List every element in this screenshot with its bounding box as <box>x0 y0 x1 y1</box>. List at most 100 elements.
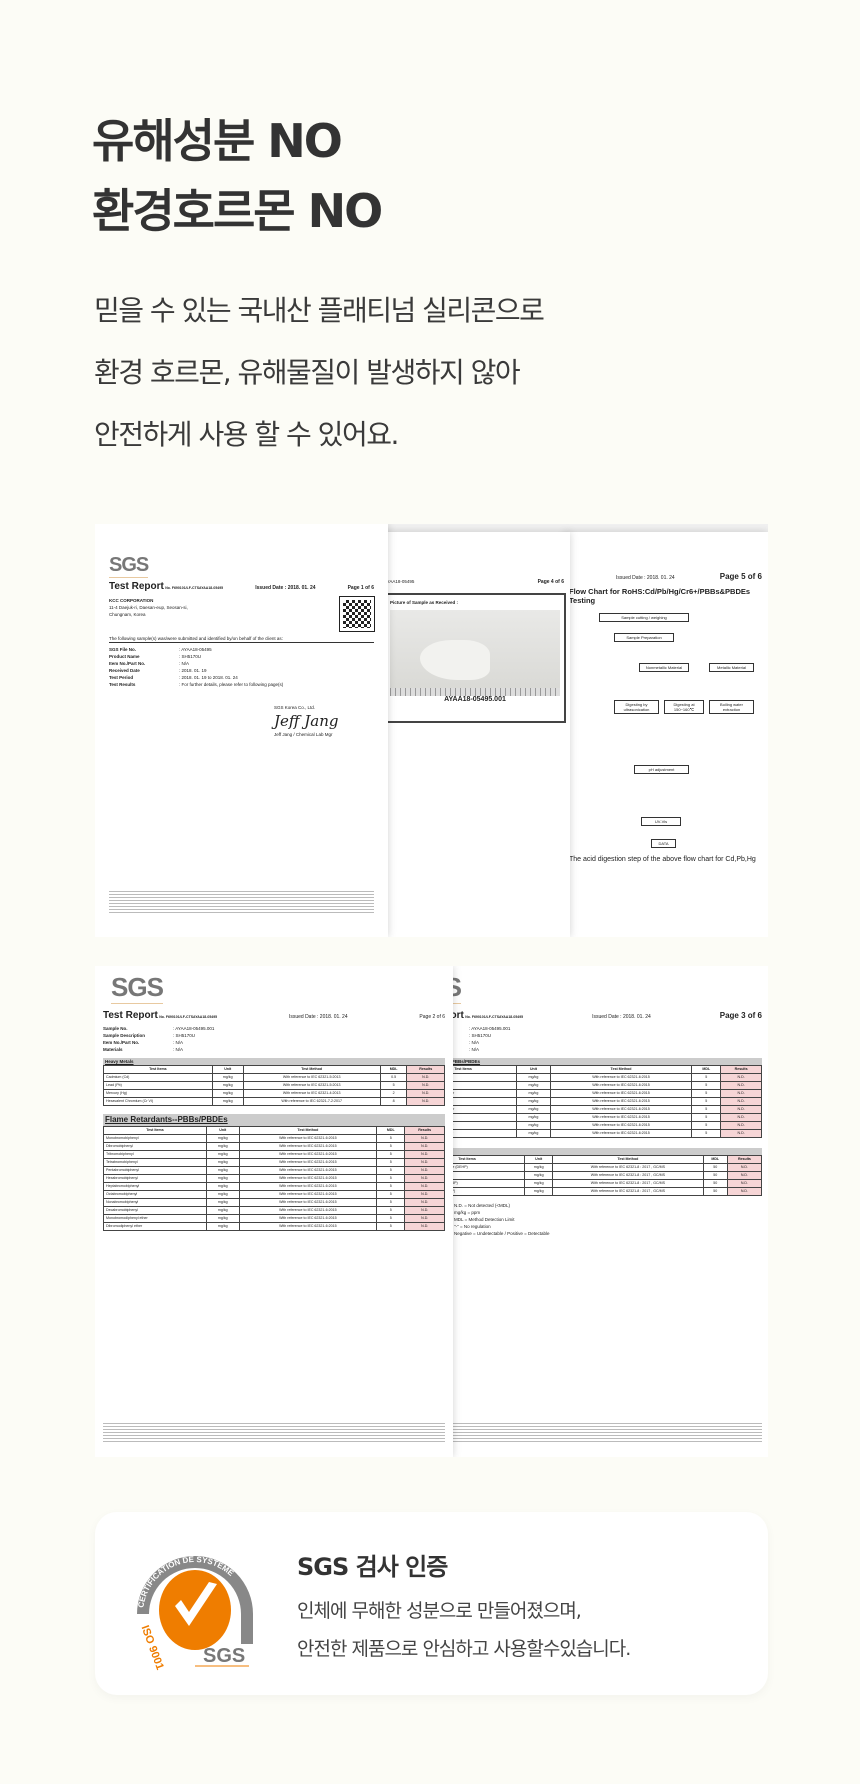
card-title: SGS 검사 인증 <box>297 1553 448 1581</box>
table-cell: N.D. <box>720 1089 762 1098</box>
table-cell: N.D. <box>404 1222 445 1231</box>
table-cell: With reference to IEC 62321-7-2:2017 <box>242 1097 381 1106</box>
report-no: No. F690101/LF-CTSAYAA18-05495 <box>159 1015 218 1019</box>
table-cell: mg/kg <box>524 1187 554 1196</box>
table-cell: With reference to IEC 62321-4:2013 <box>242 1089 381 1098</box>
column-header: Unit <box>516 1065 551 1074</box>
flow-box: Nonmetallic Material <box>639 663 689 672</box>
column-header: MDL <box>691 1065 722 1074</box>
table-cell: mg/kg <box>524 1171 554 1180</box>
column-header: Test Method <box>549 1065 693 1074</box>
report-no: No. F690101/LF-CTSAYAA18-05495 <box>465 1015 524 1019</box>
table-cell: 5 <box>376 1190 406 1199</box>
table-cell: mg/kg <box>205 1166 240 1175</box>
report-images-bottom: SGS Test Report No. F690101/LF-CTSAYAA18… <box>95 966 768 1457</box>
table-cell: Pentabromodiphenyl ether <box>447 1089 518 1098</box>
table-cell: mg/kg <box>516 1129 551 1138</box>
table-cell: N.D. <box>404 1166 445 1175</box>
page-number: Page 5 of 6 <box>719 572 762 581</box>
report-page-2: SGS Test Report No. F690101/LF-CTSAYAA18… <box>95 966 453 1457</box>
svg-text:SGS: SGS <box>203 1645 245 1667</box>
flow-chart-title: Flow Chart for RoHS:Cd/Pb/Hg/Cr6+/PBBs&P… <box>569 587 751 605</box>
table-row: Dibromobiphenyl mg/kg With reference to IE… <box>103 1142 445 1151</box>
column-header: Test Items <box>103 1065 213 1074</box>
table-cell: mg/kg <box>516 1097 551 1106</box>
table-row: Bis(2-ethylhexyl) phthalate (DEHP)mg/kgW… <box>447 1163 763 1172</box>
table-cell: With reference to IEC 62321-8 : 2017 , G… <box>552 1163 704 1172</box>
table-cell: Nonabromobiphenyl <box>103 1198 207 1207</box>
table-cell: 50 <box>702 1187 728 1196</box>
table-cell: Tetrabromobiphenyl <box>103 1158 207 1167</box>
table-cell: mg/kg <box>516 1081 551 1090</box>
table-cell: With reference to IEC 62321-6:2015 <box>238 1214 378 1223</box>
table-cell: With reference to IEC 62321-6:2015 <box>549 1097 693 1106</box>
table-cell: With reference to IEC 62321-8 : 2017 , G… <box>552 1171 704 1180</box>
column-header: Results <box>720 1065 762 1074</box>
table-cell: N.D. <box>720 1097 762 1106</box>
table-cell: Pentabromobiphenyl <box>103 1166 207 1175</box>
table-cell: Monobromodiphenyl ether <box>103 1214 207 1223</box>
table-row: Pentabromobiphenyl mg/kg With reference to… <box>103 1166 445 1175</box>
report-note: 4. "-" = No regulation <box>449 1224 491 1229</box>
svg-text:ISO 9001: ISO 9001 <box>139 1624 166 1672</box>
table-cell: With reference to IEC 62321-6:2015 <box>238 1198 378 1207</box>
table-cell: With reference to IEC 62321-6:2015 <box>238 1182 378 1191</box>
table-cell: mg/kg <box>205 1198 240 1207</box>
table-cell: mg/kg <box>211 1089 244 1098</box>
table-cell: N.D. <box>406 1081 445 1090</box>
table-cell: N.D. <box>726 1187 763 1196</box>
intro-text: The following sample(s) was/were submitt… <box>109 635 374 643</box>
table-cell: mg/kg <box>516 1105 551 1114</box>
section-title: Flame Retardants--PBBs/PBDEs <box>447 1058 762 1065</box>
table-cell: N.D. <box>404 1206 445 1215</box>
report-field: : N/A <box>469 1046 762 1053</box>
field-value: : For further details, please refer to f… <box>179 682 284 687</box>
table-cell: 8 <box>379 1097 408 1106</box>
flow-box: Metallic Material <box>709 663 754 672</box>
issued-date: Issued Date : 2018. 01. 24 <box>288 1014 348 1020</box>
table-cell: N.D. <box>406 1089 445 1098</box>
page-heading: 유해성분 NO 환경호르몬 NO <box>92 106 383 246</box>
table-cell: mg/kg <box>516 1089 551 1098</box>
field-value: : N/A <box>179 661 190 666</box>
field-value: : AYAA18-05495.001 <box>173 1026 215 1031</box>
table-cell: With reference to IEC 62321-6:2015 <box>549 1073 693 1082</box>
report-note: 2. mg/kg = ppm <box>449 1210 481 1215</box>
table-cell: N.D. <box>404 1150 445 1159</box>
table-row: Tetrabromobiphenyl mg/kg With reference to… <box>103 1158 445 1167</box>
report-page-1: SGS Test Report No. F690101/LF-CTSAYAA18… <box>95 524 388 937</box>
table-cell: Mercury (Hg) <box>103 1089 213 1098</box>
table-cell: N.D. <box>406 1097 445 1106</box>
field-value: : 2018. 01. 19 to 2018. 01. 24 <box>179 675 238 680</box>
column-header: Results <box>406 1065 445 1074</box>
field-value: : 2018. 01. 19 <box>179 668 207 673</box>
table-cell: With reference to IEC 62321-6:2015 <box>549 1113 693 1122</box>
table-cell: With reference to IEC 62321-6:2015 <box>238 1174 378 1183</box>
column-header: Test Items <box>103 1126 207 1135</box>
address: 11-4 Daejuk-ri, Daesan-eup, Seosan-si, C… <box>109 605 188 617</box>
table-cell: mg/kg <box>205 1214 240 1223</box>
column-header: Test Method <box>238 1126 378 1135</box>
table-cell: With reference to IEC 62321-8 : 2017 , G… <box>552 1179 704 1188</box>
table-row: Monobromodiphenyl ether mg/kg With referen… <box>103 1214 445 1223</box>
table-cell: 5 <box>376 1174 406 1183</box>
table-cell: Tribromobiphenyl <box>103 1150 207 1159</box>
table-cell: 50 <box>702 1179 728 1188</box>
table-cell: mg/kg <box>205 1182 240 1191</box>
table-cell: N.D. <box>720 1105 762 1114</box>
table-cell: With reference to IEC 62321-6:2015 <box>238 1150 378 1159</box>
table-cell: 5 <box>376 1142 406 1151</box>
field-value: : SH5170U <box>469 1033 492 1038</box>
table-cell: Octabromobiphenyl <box>103 1190 207 1199</box>
table-cell: 2 <box>379 1089 408 1098</box>
report-images-top: Issued Date : 2018. 01. 24 Page 5 of 6 Fl… <box>95 524 768 937</box>
report-field: Test Results: For further details, pleas… <box>109 681 374 688</box>
table-row: Nonabromobiphenyl mg/kg With reference to … <box>103 1198 445 1207</box>
table-cell: 5 <box>691 1081 722 1090</box>
page-number: Page 1 of 6 <box>347 585 374 591</box>
card-body-line-1: 인체에 무해한 성분으로 만들어졌으며, <box>297 1600 582 1622</box>
